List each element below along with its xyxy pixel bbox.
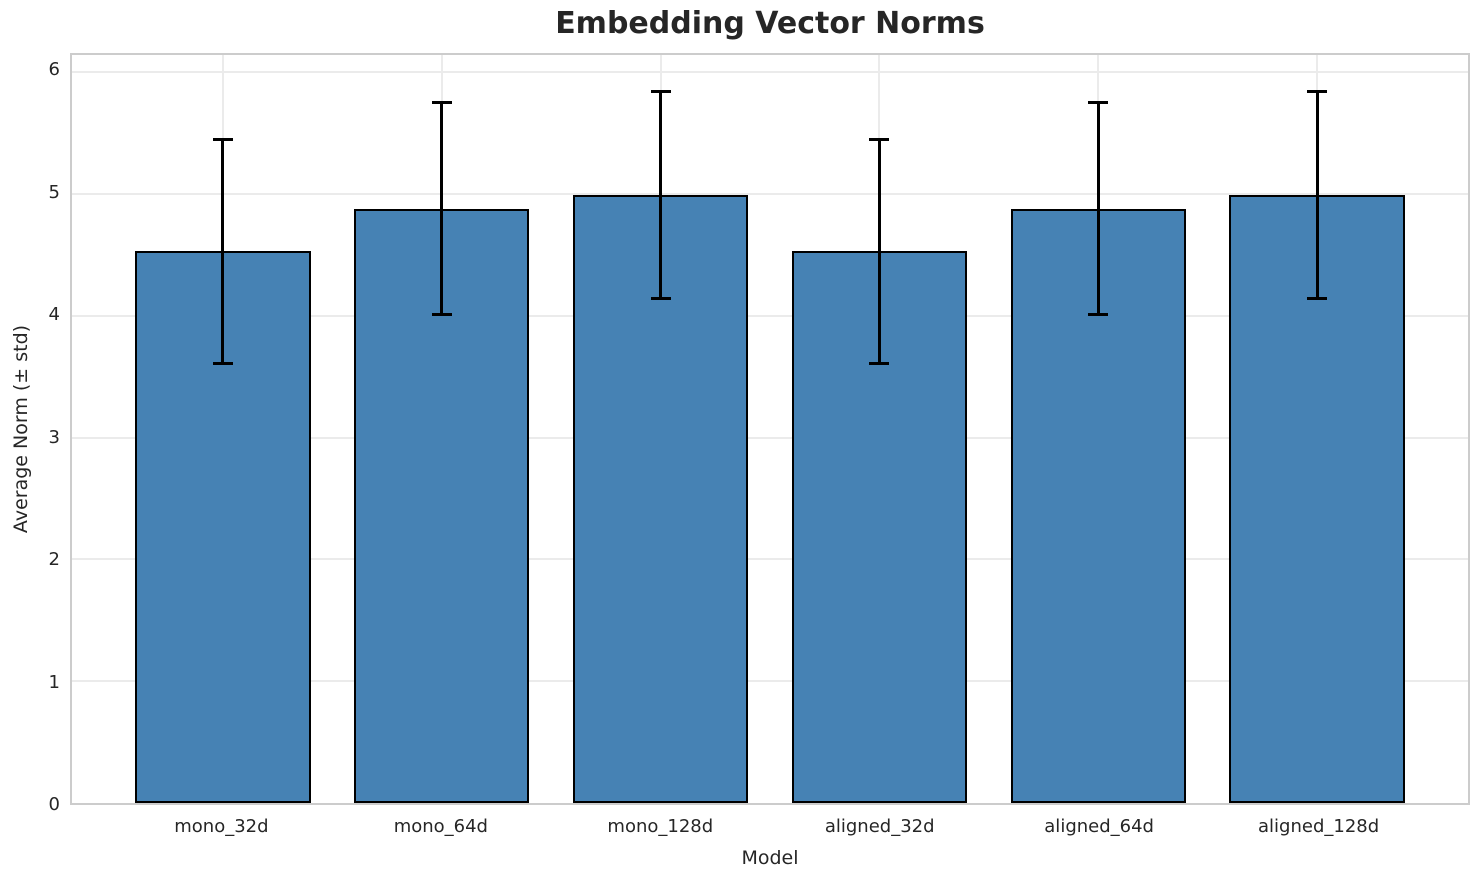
x-tick-label-mono_64d: mono_64d [393,816,488,837]
gridline-horizontal [72,192,1468,195]
gridline-horizontal [72,680,1468,683]
error-bar-cap [869,137,890,141]
error-bar-mono_64d [440,102,444,315]
y-tick-label: 1 [48,671,60,693]
gridline-horizontal [72,71,1468,74]
y-tick-label: 2 [48,549,60,571]
y-tick-label: 4 [48,304,60,326]
error-bar-cap [869,361,890,365]
error-bar-cap [431,101,452,105]
gridline-horizontal [72,314,1468,317]
error-bar-cap [1088,101,1109,105]
error-bar-aligned_128d [1315,91,1319,299]
x-tick-label-aligned_64d: aligned_64d [1044,816,1154,837]
error-bar-aligned_64d [1096,102,1100,315]
x-tick-label-mono_128d: mono_128d [607,816,714,837]
chart-title: Embedding Vector Norms [555,6,985,41]
error-bar-cap [212,361,233,365]
y-tick-label: 3 [48,426,60,448]
gridline-horizontal [72,436,1468,439]
bar-aligned_32d [791,251,967,803]
x-axis-label: Model [741,847,799,869]
error-bar-cap [431,313,452,316]
error-bar-cap [212,137,233,141]
x-tick-label-mono_32d: mono_32d [174,816,269,837]
error-bar-mono_128d [659,91,663,299]
error-bar-cap [1307,90,1328,94]
error-bar-aligned_32d [877,139,881,364]
y-tick-label: 5 [48,181,60,203]
y-tick-label: 6 [48,59,60,81]
y-tick-label: 0 [48,794,60,815]
x-tick-label-aligned_128d: aligned_128d [1258,816,1380,837]
error-bar-cap [1088,313,1109,316]
gridline-horizontal [72,558,1468,561]
error-bar-cap [650,297,671,301]
error-bar-cap [650,90,671,94]
x-tick-label-aligned_32d: aligned_32d [824,816,935,837]
plot-area [70,53,1470,805]
error-bar-cap [1307,297,1328,301]
error-bar-mono_32d [221,139,225,364]
